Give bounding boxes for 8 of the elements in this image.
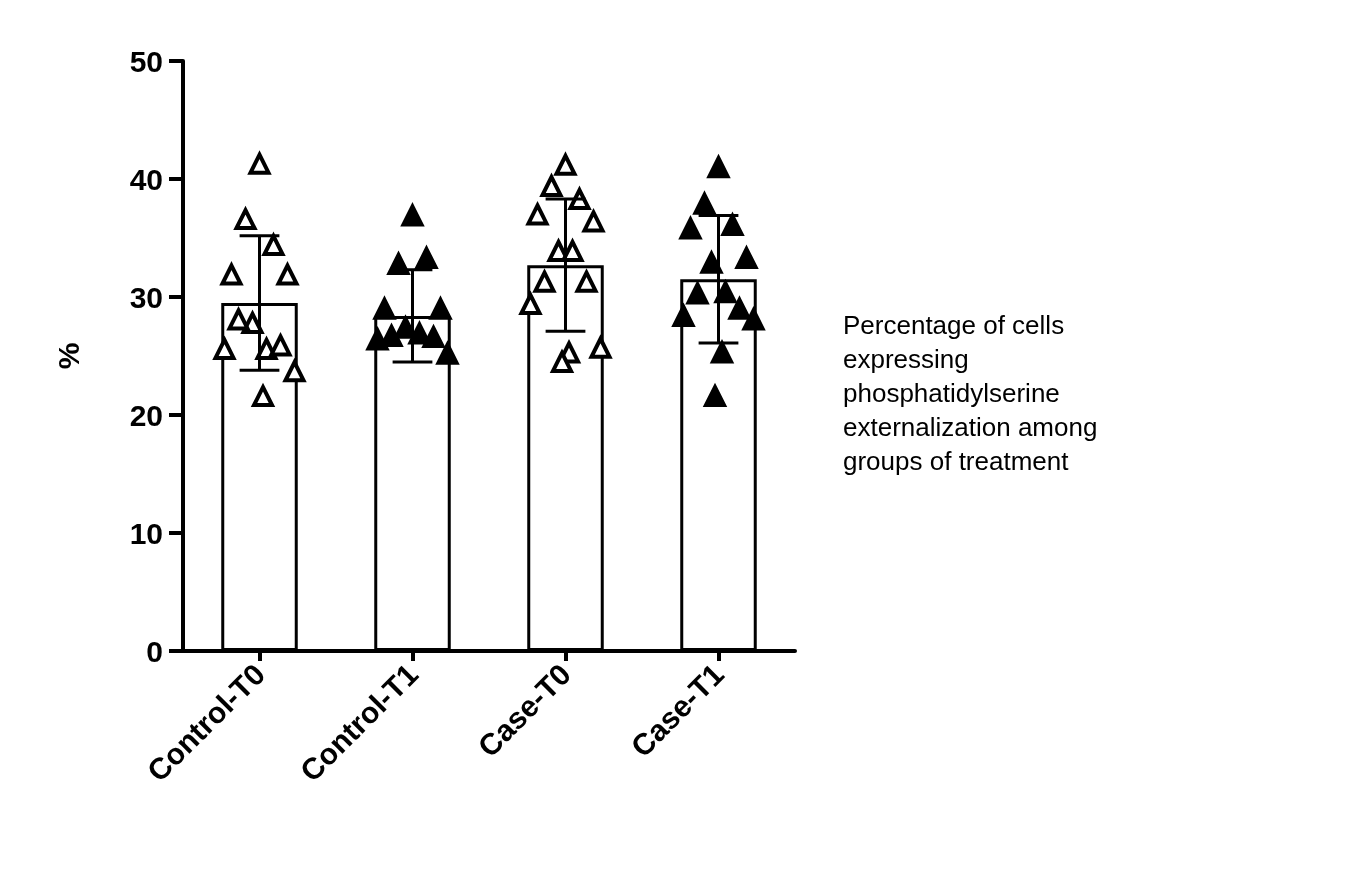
- text: Percentage of cells expressing phosphatidylserine externalization among groups of treatment: [843, 310, 1105, 476]
- y-tick-label: 0: [146, 634, 163, 668]
- y-tick-label: 20: [129, 398, 163, 432]
- y-tick-label: 50: [129, 44, 163, 78]
- y-tick-label: 10: [129, 516, 163, 550]
- y-tick-label: 30: [129, 280, 163, 314]
- y-axis-title: %: [51, 342, 85, 370]
- y-tick-label: 40: [129, 162, 163, 196]
